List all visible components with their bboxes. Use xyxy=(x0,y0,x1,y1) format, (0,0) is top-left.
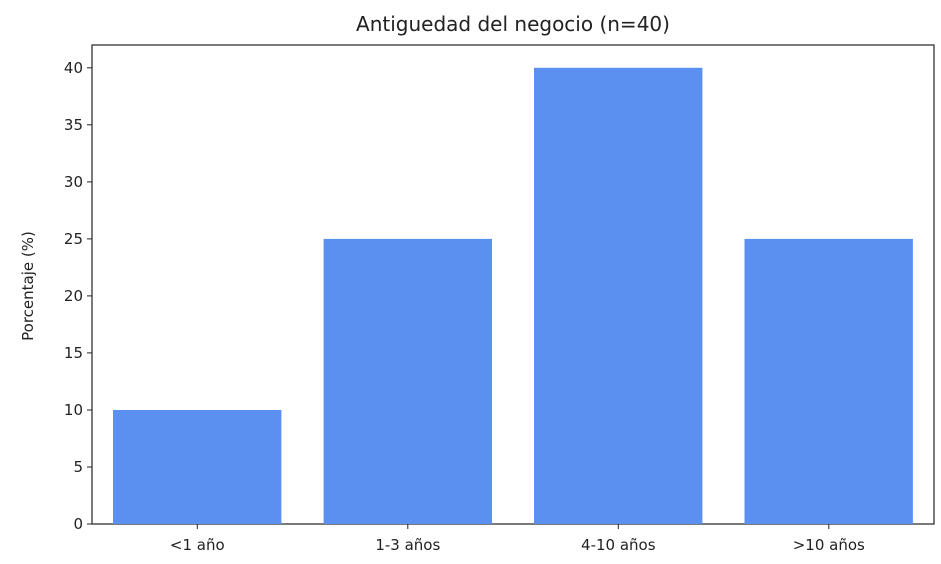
y-tick-label-6: 30 xyxy=(64,173,83,191)
y-tick-label-3: 15 xyxy=(64,344,83,362)
chart-title: Antiguedad del negocio (n=40) xyxy=(356,12,670,36)
y-axis-label: Porcentaje (%) xyxy=(19,231,37,341)
bar-3 xyxy=(744,238,913,524)
y-axis: 0 5 10 15 20 25 30 35 40 xyxy=(64,59,92,533)
bar-2 xyxy=(534,67,703,525)
bars-layer xyxy=(113,67,913,525)
y-tick-label-2: 10 xyxy=(64,401,83,419)
x-axis: <1 año 1-3 años 4-10 años >10 años xyxy=(170,524,865,554)
y-tick-label-8: 40 xyxy=(64,59,83,77)
y-tick-label-5: 25 xyxy=(64,230,83,248)
x-tick-label-3: >10 años xyxy=(793,536,865,554)
bar-0 xyxy=(113,410,282,524)
x-tick-label-1: 1-3 años xyxy=(375,536,440,554)
y-tick-label-7: 35 xyxy=(64,116,83,134)
y-tick-label-1: 5 xyxy=(73,458,83,476)
y-tick-label-4: 20 xyxy=(64,287,83,305)
x-tick-label-2: 4-10 años xyxy=(581,536,656,554)
y-tick-label-0: 0 xyxy=(73,515,83,533)
bar-1 xyxy=(323,238,492,524)
x-tick-label-0: <1 año xyxy=(170,536,225,554)
